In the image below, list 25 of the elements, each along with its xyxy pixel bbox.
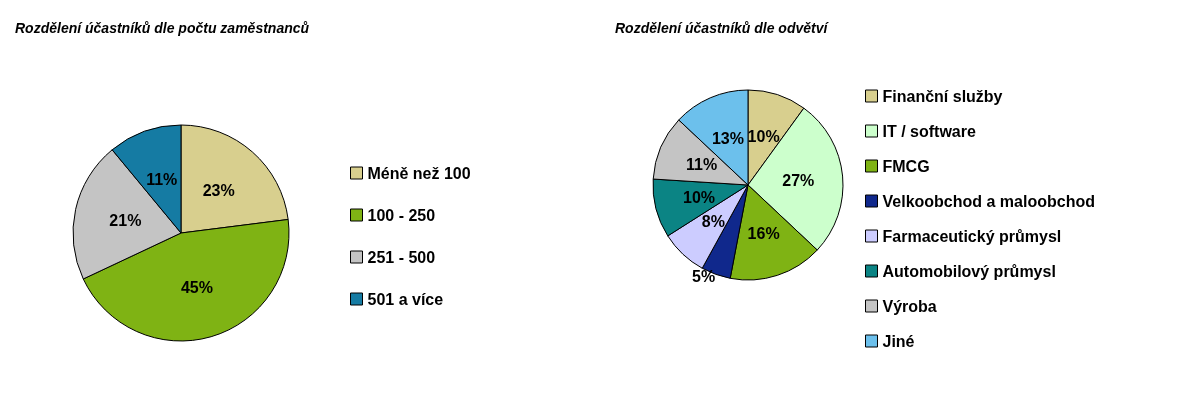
data-label: 27% (782, 171, 815, 189)
legend-label: Velkoobchod a maloobchod (882, 192, 1095, 210)
legend-label: 100 - 250 (367, 206, 436, 224)
legend-label: Méně než 100 (367, 164, 471, 182)
data-label: 16% (747, 224, 780, 242)
chart-title: Rozdělení účastníků dle odvětví (615, 20, 830, 36)
legend-label: FMCG (882, 157, 930, 175)
data-label: 21% (109, 212, 142, 230)
legend-label: IT / software (882, 122, 976, 140)
chart-title: Rozdělení účastníků dle počtu zaměstnanců (15, 20, 310, 36)
data-label: 13% (711, 130, 744, 148)
legend-label: Jiné (882, 332, 915, 350)
legend-label: 251 - 500 (367, 248, 436, 266)
data-label: 45% (180, 279, 213, 297)
legend-label: Farmaceutický průmysl (882, 227, 1062, 245)
data-label: 10% (683, 189, 716, 207)
legend-label: Finanční služby (882, 87, 1003, 105)
data-label: 11% (686, 156, 718, 174)
data-label: 23% (202, 181, 235, 199)
legend-label: Výroba (882, 297, 937, 315)
legend-label: Automobilový průmysl (882, 262, 1056, 280)
data-label: 5% (692, 267, 716, 285)
legend-label: 501 a více (367, 290, 444, 308)
data-label: 8% (701, 213, 725, 231)
data-label: 11% (146, 170, 178, 188)
